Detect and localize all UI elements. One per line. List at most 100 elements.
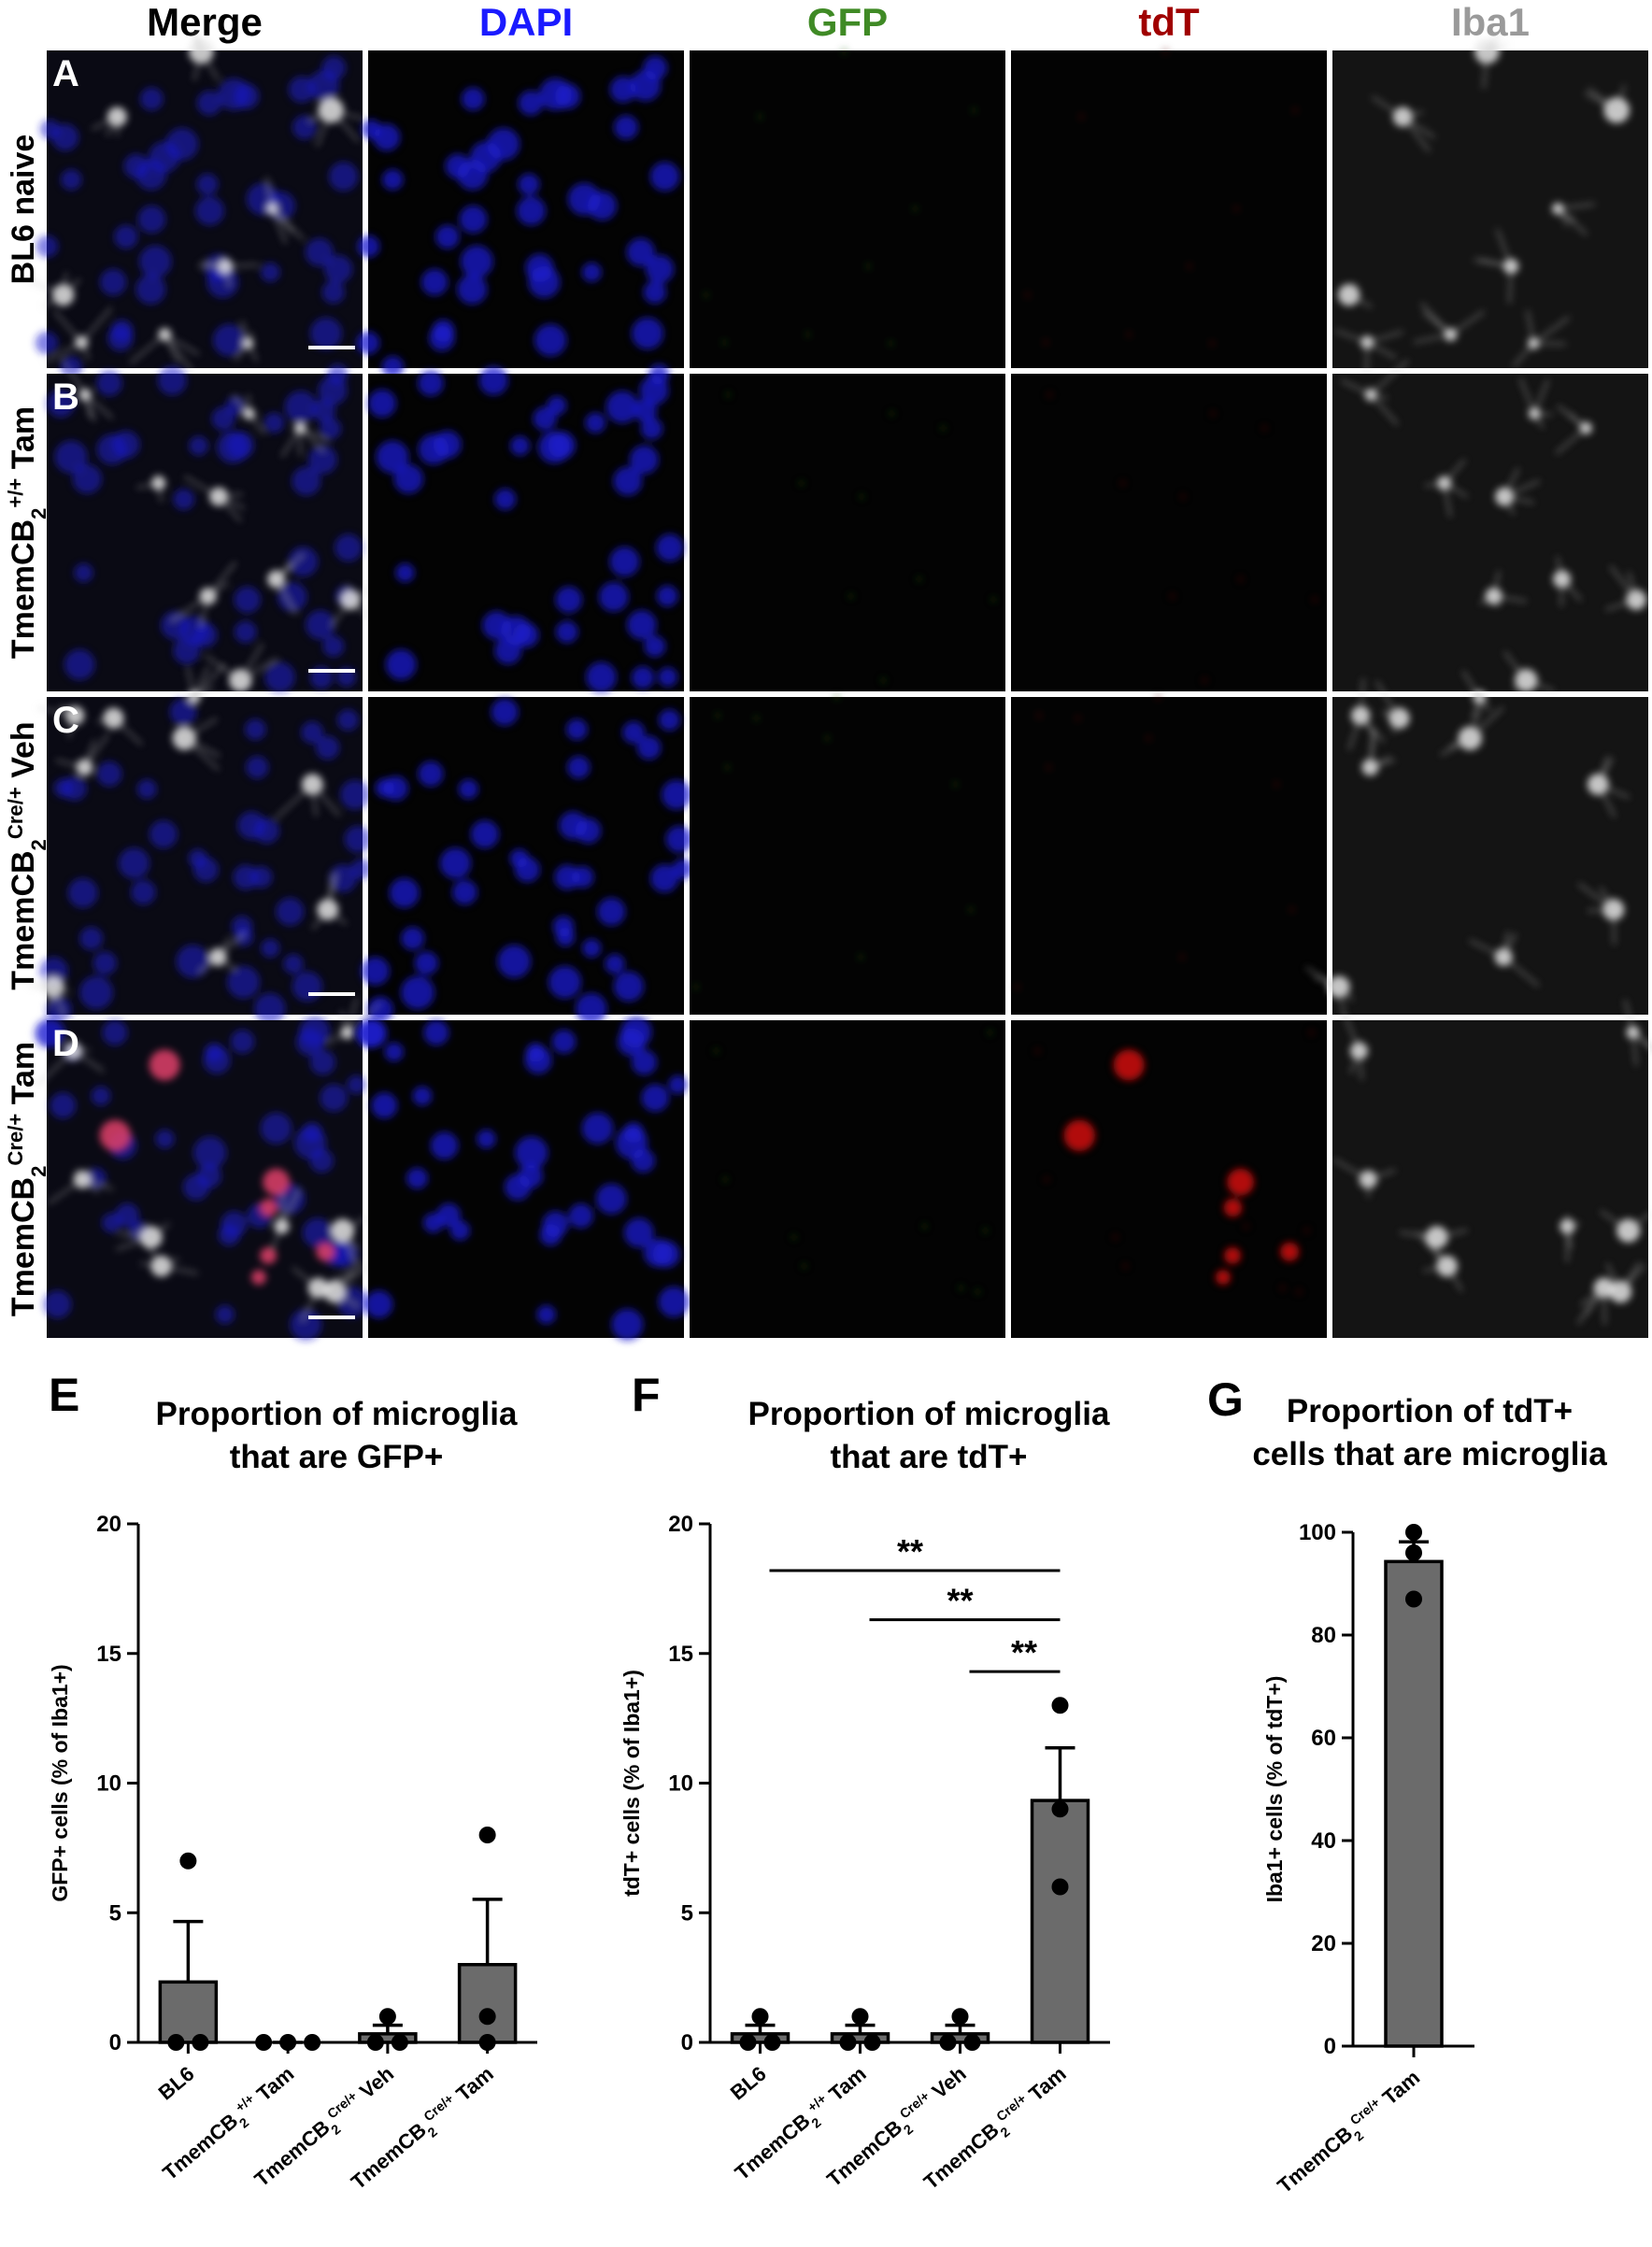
y-tick-label: 20: [1311, 1931, 1336, 1956]
nucleus: [179, 615, 209, 646]
micrograph-bg: [1011, 374, 1327, 691]
chart-title: Proportion of microglia: [748, 1396, 1110, 1432]
label: TmemCB2Cre/+ Veh: [4, 721, 50, 989]
nucleus: [598, 581, 629, 612]
nucleus: [501, 615, 531, 646]
process: [192, 50, 203, 81]
process: [1337, 987, 1346, 1020]
tdt-signal: [1155, 694, 1161, 701]
process: [1369, 730, 1376, 768]
nucleus: [67, 877, 98, 908]
tdt-signal: [1112, 1234, 1118, 1241]
nucleus: [165, 127, 199, 161]
tdt-signal: [1312, 596, 1318, 603]
nucleus: [641, 1084, 670, 1112]
tdt-cell: [1223, 1198, 1243, 1217]
nucleus: [318, 376, 348, 405]
tdt-cell: [260, 1246, 278, 1264]
nucleus: [234, 620, 257, 644]
micrograph: [1011, 1020, 1327, 1338]
process: [84, 393, 114, 420]
process: [1469, 706, 1504, 739]
nucleus: [62, 775, 87, 802]
process: [318, 1270, 355, 1289]
nucleus: [43, 1290, 72, 1319]
label-part: +/+: [4, 478, 27, 508]
nucleus: [93, 951, 118, 975]
microglia: [229, 669, 252, 692]
data-point: [751, 2008, 769, 2026]
nucleus: [658, 709, 680, 732]
process: [1360, 715, 1374, 734]
process: [1440, 737, 1471, 756]
process: [1335, 329, 1368, 344]
nucleus: [459, 205, 488, 234]
process: [205, 655, 241, 682]
y-tick-label: 0: [1324, 2034, 1336, 2059]
data-point: [478, 2008, 496, 2026]
nucleus: [218, 78, 250, 111]
process: [1402, 116, 1435, 139]
process: [150, 1222, 170, 1239]
micrograph: [690, 49, 1005, 368]
process: [1449, 310, 1485, 335]
process: [311, 783, 340, 817]
nucleus: [36, 1018, 66, 1048]
process: [1631, 1032, 1638, 1066]
micrograph: [29, 663, 372, 1025]
process: [312, 783, 325, 789]
gfp-signal: [824, 735, 831, 742]
tdt-signal: [1279, 1285, 1286, 1291]
nucleus: [449, 1220, 471, 1241]
process: [183, 737, 220, 771]
nucleus: [613, 971, 645, 1002]
process: [1513, 679, 1527, 691]
gfp-signal: [790, 1234, 797, 1241]
process: [1399, 1231, 1437, 1239]
nucleus: [135, 274, 166, 305]
process: [81, 1178, 99, 1194]
nucleus: [609, 76, 637, 103]
gfp-signal: [703, 292, 709, 298]
nucleus: [631, 1049, 658, 1075]
y-tick-label: 10: [96, 1771, 121, 1797]
gfp-signal: [753, 715, 760, 721]
nucleus: [430, 1131, 459, 1160]
process: [1446, 1265, 1463, 1292]
gfp-signal: [921, 1223, 928, 1230]
process: [275, 578, 297, 615]
process: [275, 783, 313, 819]
nucleus: [509, 848, 529, 868]
y-axis-label: Iba1+ cells (% of tdT+): [1262, 1676, 1287, 1903]
process: [1486, 31, 1502, 52]
process: [1370, 359, 1409, 396]
process: [1597, 784, 1616, 818]
nucleus: [329, 864, 358, 893]
process: [177, 727, 186, 739]
process: [43, 293, 64, 308]
nucleus: [611, 1308, 644, 1341]
process: [1482, 50, 1488, 89]
nucleus: [328, 162, 359, 192]
process: [183, 718, 218, 740]
bar: [1384, 1559, 1444, 2048]
nucleus: [60, 355, 83, 378]
process: [247, 332, 253, 344]
process: [239, 674, 252, 682]
process: [1503, 496, 1515, 515]
data-point: [863, 2034, 881, 2051]
micrograph: [46, 358, 375, 693]
process: [1492, 570, 1501, 597]
nucleus: [524, 1046, 552, 1074]
tdt-signal: [1209, 340, 1216, 347]
process: [331, 599, 351, 628]
process: [192, 666, 210, 698]
process: [1588, 87, 1617, 111]
process: [334, 1290, 360, 1308]
nucleus: [435, 224, 460, 249]
nucleus: [555, 586, 582, 614]
gfp-signal: [889, 410, 895, 417]
tdt-signal: [1046, 764, 1052, 771]
process: [1487, 42, 1508, 52]
process: [1392, 718, 1401, 734]
